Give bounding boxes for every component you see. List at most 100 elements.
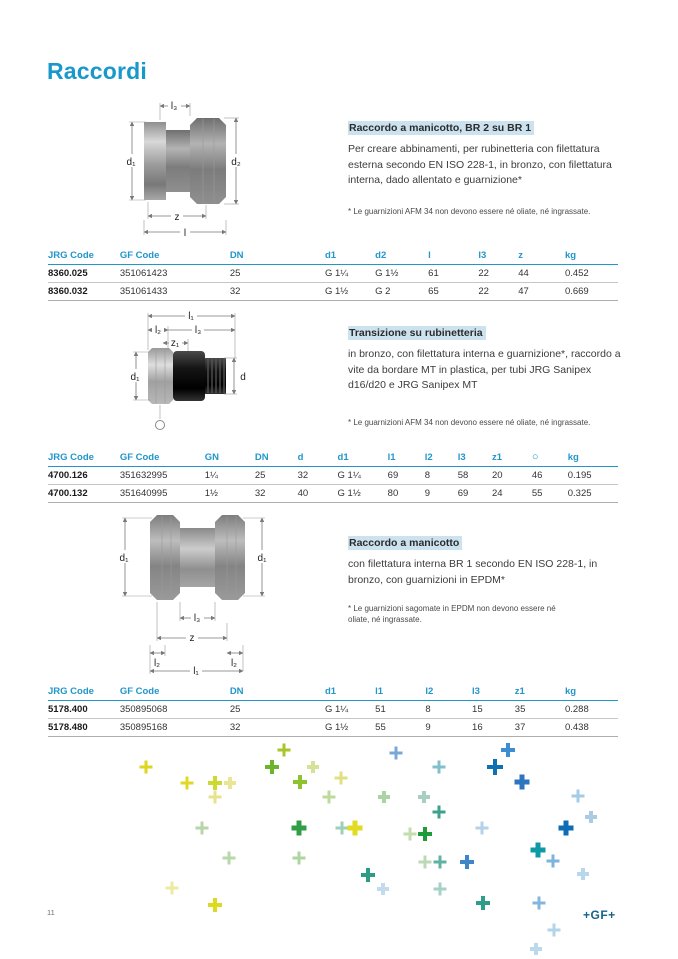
table-cell: 22 xyxy=(478,282,519,301)
column-header: JRG Code xyxy=(48,684,120,701)
dim-label-l3: l₃ xyxy=(171,101,177,112)
dim-label-l3: l₃ xyxy=(195,325,201,336)
plus-decoration xyxy=(293,775,307,789)
plus-decoration xyxy=(418,791,430,803)
table-cell: G 1¼ xyxy=(325,700,376,719)
jrg-code-cell: 8360.032 xyxy=(48,282,120,301)
column-header: d1 xyxy=(337,449,388,467)
plus-decoration xyxy=(165,881,179,895)
table-cell: 61 xyxy=(428,264,479,283)
column-header: kg xyxy=(564,248,618,265)
plus-decoration xyxy=(307,761,319,773)
plus-decoration xyxy=(224,777,236,789)
table-cell: 350895068 xyxy=(119,700,230,719)
plus-decoration xyxy=(487,759,503,775)
table-cell: 351640995 xyxy=(119,484,205,503)
column-header: z1 xyxy=(491,449,532,467)
table-cell: 20 xyxy=(491,466,532,485)
table-cell: 32 xyxy=(229,282,325,301)
table-section-3: JRG Code GF Code DN d1 l1 l2 l3 z1 kg 5178.400 350… xyxy=(48,684,618,737)
plus-decoration xyxy=(532,896,546,910)
dim-label-z: z xyxy=(190,633,195,644)
dim-label-l: l xyxy=(184,228,186,239)
column-header: GF Code xyxy=(119,684,230,701)
table-cell: 9 xyxy=(425,718,473,737)
page-title: Raccordi xyxy=(47,58,148,84)
table-cell: 0.195 xyxy=(567,466,618,485)
dim-label-d1-right: d₁ xyxy=(258,553,268,564)
dim-label-d2: d₂ xyxy=(231,157,241,168)
table-cell: 44 xyxy=(518,264,565,283)
fitting-hex-nut xyxy=(148,348,173,404)
plus-decoration xyxy=(208,898,222,912)
page-number: 11 xyxy=(47,908,55,917)
table-row: 8360.032 351061433 32 G 1½ G 2 65 22 47 0.669 xyxy=(48,282,618,301)
table-cell: 351632995 xyxy=(119,466,205,485)
plus-decoration xyxy=(547,923,561,937)
table-section-1: JRG Code GF Code DN d1 d2 l l3 z kg 8360.025 35106… xyxy=(48,248,618,301)
column-header: d2 xyxy=(375,248,429,265)
column-header: GF Code xyxy=(119,248,230,265)
column-header: l1 xyxy=(375,684,426,701)
jrg-code-cell: 4700.126 xyxy=(48,466,120,485)
fitting-sleeve xyxy=(144,122,166,200)
table-section-2: JRG Code GF Code GN DN d d1 l1 l2 l3 z1 ○ kg 4700.12… xyxy=(48,449,618,503)
table-cell: 51 xyxy=(375,700,426,719)
plus-decoration xyxy=(335,821,349,835)
table-cell: 1¼ xyxy=(204,466,255,485)
column-header: z1 xyxy=(514,684,565,701)
table-cell: 9 xyxy=(424,484,458,503)
fitting-hex-right xyxy=(215,515,245,600)
section-description-2: Transizione su rubinetteria in bronzo, c… xyxy=(348,323,624,428)
dim-label-z: z xyxy=(175,212,180,223)
table-cell: 0.288 xyxy=(564,700,618,719)
plus-decoration xyxy=(265,760,279,774)
table-cell: G 1¼ xyxy=(337,466,388,485)
section-description-3: Raccordo a manicotto con filettatura int… xyxy=(348,533,624,625)
table-cell: 15 xyxy=(472,700,515,719)
table-cell: 32 xyxy=(229,718,325,737)
plus-decoration xyxy=(530,842,546,858)
dim-label-z1: z₁ xyxy=(171,338,180,349)
column-header: GN xyxy=(204,449,255,467)
table-cell: 351061423 xyxy=(119,264,230,283)
table-cell: 0.452 xyxy=(564,264,618,283)
table-cell: 69 xyxy=(387,466,425,485)
column-header: l3 xyxy=(472,684,515,701)
plus-decoration xyxy=(418,855,432,869)
plus-decoration xyxy=(291,820,307,836)
fitting-center xyxy=(180,528,215,587)
jrg-code-cell: 5178.480 xyxy=(48,718,120,737)
dim-label-d1-left: d₁ xyxy=(120,553,130,564)
table-cell: 65 xyxy=(428,282,479,301)
table-cell: 47 xyxy=(518,282,565,301)
column-header-circle-symbol: ○ xyxy=(531,449,568,467)
section-heading: Transizione su rubinetteria xyxy=(348,326,486,340)
plus-decoration xyxy=(180,776,194,790)
fitting-drawing-double-union: d₁ d₁ l₃ z l₂ l₂ l₁ xyxy=(117,515,270,675)
plus-decoration xyxy=(208,790,222,804)
fitting-drawing-union-adapter: l₃ d₁ d₂ z l xyxy=(124,99,244,239)
section-footnote: * Le guarnizioni sagomate in EPDM non de… xyxy=(348,604,556,624)
table-cell: 0.438 xyxy=(564,718,618,737)
fitting-drawing-tap-transition: l₁ l₂ l₃ z₁ d₁ d xyxy=(128,309,249,430)
jrg-code-cell: 8360.025 xyxy=(48,264,120,283)
data-table: JRG Code GF Code GN DN d d1 l1 l2 l3 z1 ○ kg 4700.12… xyxy=(48,449,618,503)
table-cell: 80 xyxy=(387,484,425,503)
table-cell: G 1½ xyxy=(325,718,376,737)
section-heading: Raccordo a manicotto, BR 2 su BR 1 xyxy=(348,121,535,135)
table-row: 4700.132 351640995 1½ 32 40 G 1½ 80 9 69 24 55 0.32… xyxy=(48,484,618,503)
column-header: GF Code xyxy=(119,449,205,467)
data-table: JRG Code GF Code DN d1 l1 l2 l3 z1 kg 5178.400 350… xyxy=(48,684,618,737)
section-footnote: * Le guarnizioni AFM 34 non devono esser… xyxy=(348,206,591,216)
table-cell: 35 xyxy=(514,700,565,719)
table-cell: G 1½ xyxy=(325,282,376,301)
dim-label-l2: l₂ xyxy=(155,325,161,336)
dim-label-l2-left: l₂ xyxy=(154,658,160,669)
table-cell: G 1½ xyxy=(337,484,388,503)
table-cell: 25 xyxy=(229,264,325,283)
section-description-1: Raccordo a manicotto, BR 2 su BR 1 Per c… xyxy=(348,118,624,217)
table-cell: 40 xyxy=(297,484,338,503)
plus-decoration xyxy=(476,896,490,910)
plus-decoration xyxy=(334,771,348,785)
